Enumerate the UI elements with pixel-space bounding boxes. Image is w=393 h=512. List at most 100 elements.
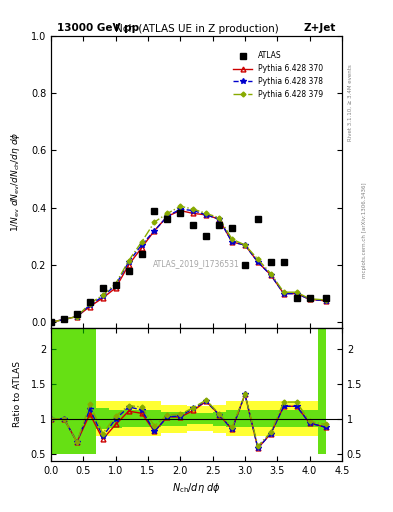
ATLAS [191, 222, 196, 228]
ATLAS [217, 222, 222, 228]
Text: mcplots.cern.ch [arXiv:1306.3436]: mcplots.cern.ch [arXiv:1306.3436] [362, 183, 367, 278]
Pythia 6.428 379 [255, 256, 260, 262]
Pythia 6.428 379 [268, 270, 273, 276]
Line: ATLAS: ATLAS [48, 208, 329, 325]
Line: Pythia 6.428 379: Pythia 6.428 379 [50, 204, 327, 324]
Pythia 6.428 378 [88, 302, 92, 308]
Pythia 6.428 378 [323, 297, 328, 304]
Pythia 6.428 378 [242, 242, 247, 248]
Pythia 6.428 378 [165, 213, 170, 219]
Pythia 6.428 370 [139, 245, 144, 251]
Pythia 6.428 378 [255, 259, 260, 265]
ATLAS [126, 268, 131, 274]
Y-axis label: $1/N_{\rm ev}\ dN_{\rm ev}/dN_{\rm ch}/d\eta\ d\phi$: $1/N_{\rm ev}\ dN_{\rm ev}/dN_{\rm ch}/d… [9, 132, 22, 232]
Pythia 6.428 370 [294, 290, 299, 296]
Pythia 6.428 379 [307, 296, 312, 302]
Pythia 6.428 379 [49, 319, 53, 325]
ATLAS [139, 250, 144, 257]
Pythia 6.428 378 [152, 227, 157, 233]
ATLAS [113, 282, 118, 288]
ATLAS [165, 216, 170, 222]
Pythia 6.428 378 [113, 282, 118, 288]
Pythia 6.428 378 [204, 212, 209, 218]
Pythia 6.428 379 [113, 281, 118, 287]
ATLAS [242, 262, 247, 268]
ATLAS [307, 295, 312, 301]
Pythia 6.428 379 [230, 236, 234, 242]
ATLAS [75, 311, 79, 317]
Pythia 6.428 379 [62, 316, 66, 323]
Pythia 6.428 378 [230, 239, 234, 245]
ATLAS [294, 295, 299, 301]
Pythia 6.428 370 [88, 304, 92, 310]
Pythia 6.428 370 [152, 227, 157, 233]
ATLAS [88, 299, 92, 305]
Pythia 6.428 370 [217, 216, 222, 222]
ATLAS [152, 207, 157, 214]
Pythia 6.428 378 [101, 293, 105, 300]
Pythia 6.428 378 [178, 206, 183, 212]
Pythia 6.428 378 [307, 296, 312, 303]
Pythia 6.428 379 [281, 289, 286, 295]
Y-axis label: Ratio to ATLAS: Ratio to ATLAS [13, 361, 22, 428]
Legend: ATLAS, Pythia 6.428 370, Pythia 6.428 378, Pythia 6.428 379: ATLAS, Pythia 6.428 370, Pythia 6.428 37… [230, 49, 327, 102]
Pythia 6.428 379 [242, 242, 247, 248]
Pythia 6.428 379 [139, 239, 144, 245]
Pythia 6.428 370 [281, 290, 286, 296]
ATLAS [49, 319, 53, 325]
ATLAS [268, 259, 273, 265]
ATLAS [178, 210, 183, 217]
Pythia 6.428 378 [49, 319, 53, 325]
Pythia 6.428 370 [126, 262, 131, 268]
Pythia 6.428 370 [101, 295, 105, 301]
Pythia 6.428 379 [204, 210, 209, 217]
Pythia 6.428 370 [323, 297, 328, 304]
ATLAS [281, 259, 286, 265]
Title: Nch (ATLAS UE in Z production): Nch (ATLAS UE in Z production) [115, 24, 278, 34]
Pythia 6.428 379 [294, 289, 299, 295]
X-axis label: $N_{\rm ch}/d\eta\ d\phi$: $N_{\rm ch}/d\eta\ d\phi$ [172, 481, 221, 495]
Pythia 6.428 378 [281, 290, 286, 296]
Pythia 6.428 379 [191, 206, 196, 212]
Pythia 6.428 370 [178, 207, 183, 214]
ATLAS [255, 216, 260, 222]
ATLAS [323, 295, 328, 301]
Text: Rivet 3.1.10, ≥ 3.4M events: Rivet 3.1.10, ≥ 3.4M events [348, 64, 353, 141]
Pythia 6.428 370 [165, 213, 170, 219]
Pythia 6.428 370 [204, 212, 209, 218]
Pythia 6.428 370 [191, 210, 196, 217]
Pythia 6.428 378 [139, 242, 144, 248]
Pythia 6.428 370 [268, 272, 273, 278]
Pythia 6.428 370 [113, 285, 118, 291]
Pythia 6.428 370 [230, 239, 234, 245]
Text: 13000 GeV pp: 13000 GeV pp [57, 23, 139, 33]
Pythia 6.428 378 [268, 272, 273, 278]
Pythia 6.428 370 [242, 242, 247, 248]
Pythia 6.428 378 [217, 216, 222, 222]
Pythia 6.428 370 [307, 296, 312, 303]
Pythia 6.428 378 [62, 316, 66, 323]
Pythia 6.428 378 [191, 207, 196, 214]
Pythia 6.428 370 [49, 319, 53, 325]
Pythia 6.428 379 [165, 210, 170, 217]
Pythia 6.428 378 [294, 290, 299, 296]
Pythia 6.428 379 [217, 215, 222, 221]
Pythia 6.428 379 [323, 297, 328, 303]
Pythia 6.428 370 [75, 313, 79, 319]
ATLAS [101, 285, 105, 291]
Pythia 6.428 379 [126, 258, 131, 264]
ATLAS [62, 316, 66, 323]
Pythia 6.428 379 [101, 292, 105, 298]
Pythia 6.428 379 [178, 203, 183, 209]
Line: Pythia 6.428 370: Pythia 6.428 370 [49, 208, 328, 325]
Pythia 6.428 379 [75, 313, 79, 319]
Pythia 6.428 379 [152, 219, 157, 225]
Pythia 6.428 378 [75, 313, 79, 319]
Text: Z+Jet: Z+Jet [304, 23, 336, 33]
Pythia 6.428 370 [255, 259, 260, 265]
Text: ATLAS_2019_I1736531: ATLAS_2019_I1736531 [153, 259, 240, 268]
ATLAS [230, 225, 234, 231]
Line: Pythia 6.428 378: Pythia 6.428 378 [48, 206, 329, 325]
Pythia 6.428 379 [88, 301, 92, 307]
Pythia 6.428 370 [62, 316, 66, 323]
